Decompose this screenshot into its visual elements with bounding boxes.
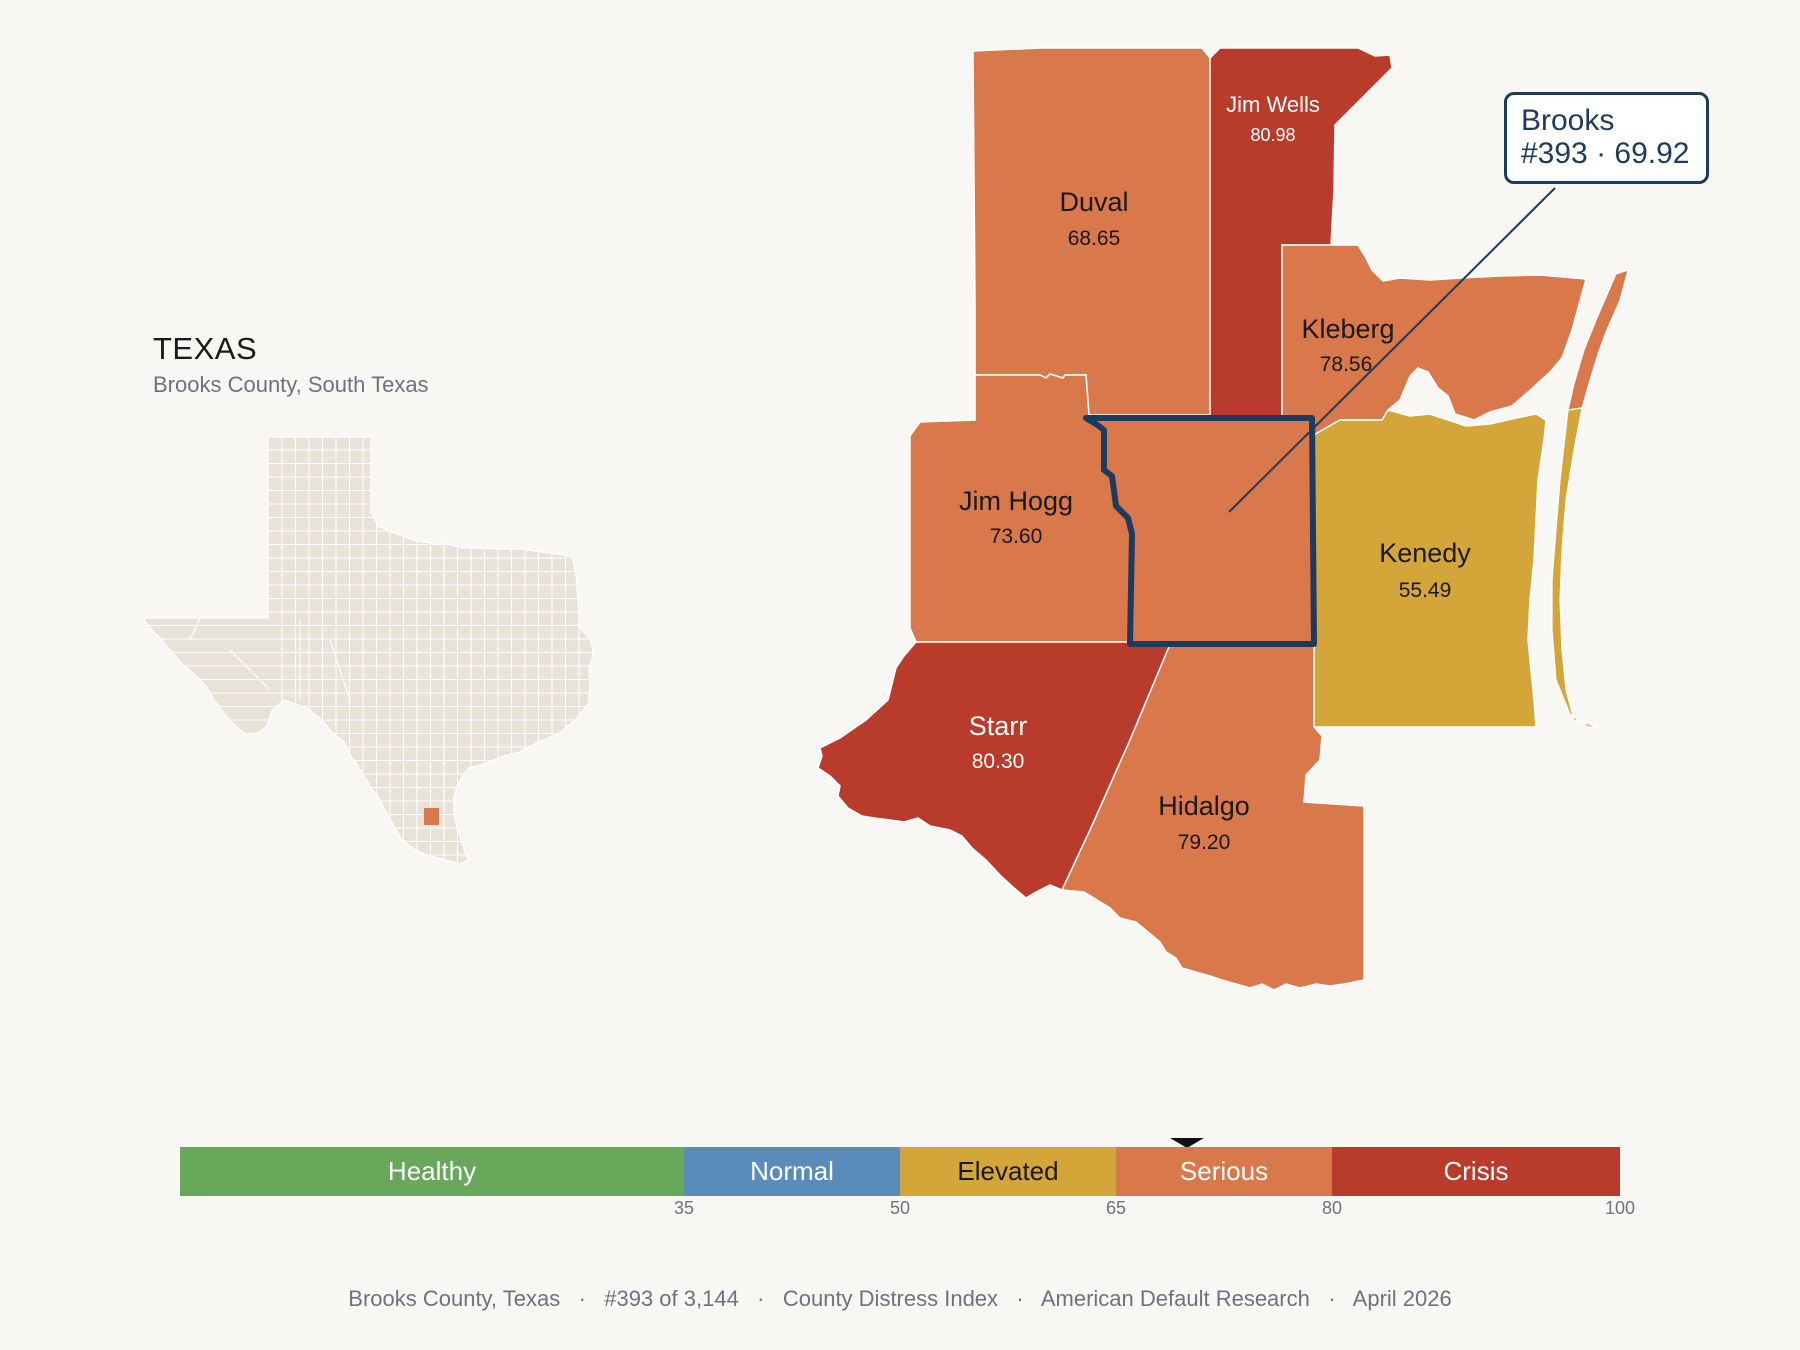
county-hidalgo[interactable] [1060, 641, 1365, 991]
label-duval-value: 68.65 [1068, 227, 1121, 250]
texas-outline [143, 436, 595, 865]
label-kenedy-value: 55.49 [1399, 579, 1452, 602]
label-jim-hogg-value: 73.60 [990, 525, 1043, 548]
callout-county-name: Brooks [1521, 104, 1615, 137]
scale-tick: 80 [1321, 1198, 1343, 1218]
footer: Brooks County, Texas · #393 of 3,144 · C… [0, 1286, 1800, 1312]
scale-tick: 65 [1105, 1198, 1127, 1218]
callout-rank-value: #393 · 69.92 [1521, 137, 1690, 170]
scale-label-normal: Normal [750, 1156, 834, 1186]
current-value-marker [1169, 1138, 1204, 1148]
label-jim-wells-name: Jim Wells [1226, 92, 1320, 117]
scale-label-serious: Serious [1179, 1156, 1269, 1186]
scale-tick: 35 [673, 1198, 695, 1218]
scale-tick: 50 [889, 1198, 911, 1218]
callout-leader-line [1228, 187, 1556, 513]
footer-separator: · [757, 1286, 765, 1311]
inset-subtitle: Brooks County, South Texas [153, 372, 429, 397]
brooks-outline [1083, 415, 1317, 647]
scale-label-elevated: Elevated [957, 1156, 1059, 1186]
footer-org: American Default Research [1040, 1286, 1310, 1311]
footer-separator: · [578, 1286, 586, 1311]
label-starr-name: Starr [969, 711, 1028, 741]
scale-segment-crisis: Crisis [1332, 1147, 1620, 1196]
inset-title: TEXAS [153, 331, 258, 366]
county-brooks[interactable] [1086, 418, 1314, 646]
footer-index-name: County Distress Index [782, 1286, 999, 1311]
label-jim-wells-value: 80.98 [1250, 125, 1295, 145]
label-hidalgo-value: 79.20 [1178, 831, 1231, 854]
scale-segment-serious: Serious [1116, 1147, 1332, 1196]
scale-tick: 100 [1604, 1198, 1636, 1218]
footer-rank: #393 of 3,144 [604, 1286, 739, 1311]
footer-county: Brooks County, Texas [348, 1286, 561, 1311]
distress-scale: Healthy Normal Elevated Serious Crisis [180, 1147, 1620, 1196]
region-map: Duval 68.65 Jim Wells 80.98 Kleberg 78.5… [817, 47, 1629, 991]
label-kleberg-value: 78.56 [1320, 353, 1373, 376]
label-starr-value: 80.30 [972, 750, 1025, 773]
brooks-callout: Brooks #393 · 69.92 [1504, 92, 1709, 184]
scale-label-healthy: Healthy [387, 1156, 477, 1186]
label-jim-hogg-name: Jim Hogg [959, 486, 1073, 516]
footer-separator: · [1016, 1286, 1024, 1311]
label-duval-name: Duval [1059, 187, 1128, 217]
brooks-inset-highlight [424, 808, 439, 825]
label-kleberg-name: Kleberg [1301, 314, 1394, 344]
footer-date: April 2026 [1352, 1286, 1452, 1311]
county-kenedy[interactable] [1311, 409, 1547, 728]
county-kenedy-island [1551, 407, 1599, 728]
scale-segment-healthy: Healthy [180, 1147, 684, 1196]
county-kleberg-island [1567, 269, 1629, 411]
label-kenedy-name: Kenedy [1379, 538, 1471, 568]
scale-label-crisis: Crisis [1443, 1156, 1509, 1186]
county-starr[interactable] [817, 641, 1173, 899]
scale-segment-elevated: Elevated [900, 1147, 1116, 1196]
label-hidalgo-name: Hidalgo [1158, 791, 1250, 821]
footer-separator: · [1328, 1286, 1336, 1311]
texas-inset-map [143, 436, 595, 865]
scale-segment-normal: Normal [684, 1147, 900, 1196]
